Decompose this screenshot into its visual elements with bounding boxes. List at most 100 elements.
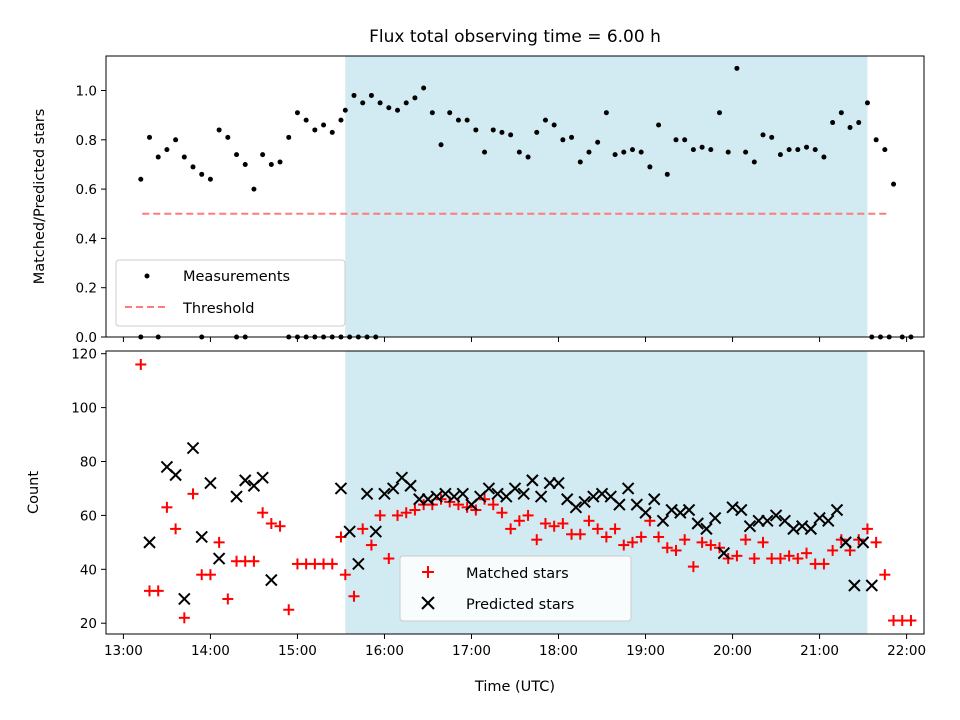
measurement-point	[664, 171, 670, 177]
matched-star-point	[740, 534, 752, 546]
top-legend-box	[115, 259, 346, 327]
bottom-y-axis-label: Count	[26, 471, 42, 514]
predicted-star-point	[482, 482, 496, 495]
matched-star-point	[135, 358, 147, 370]
predicted-star-point	[691, 517, 704, 530]
predicted-star-point	[735, 503, 748, 517]
measurement-point	[804, 144, 810, 150]
matched-star-point	[548, 520, 560, 532]
measurement-point	[856, 120, 862, 126]
matched-star-point	[687, 561, 699, 573]
x-tick-label: 15:00	[278, 643, 317, 659]
matched-star-point	[635, 531, 647, 543]
predicted-star-point	[169, 468, 182, 482]
matched-star-point	[152, 585, 164, 597]
matched-star-point	[792, 553, 804, 565]
measurement-point	[447, 110, 453, 116]
predicted-star-point	[856, 536, 870, 549]
predicted-star-point	[795, 519, 809, 533]
measurement-point	[412, 95, 418, 101]
measurement-point	[760, 132, 766, 138]
matched-star-point	[257, 507, 269, 519]
measurement-point	[242, 161, 248, 167]
matched-star-point	[513, 515, 525, 527]
bottom-y-tick-label: 100	[71, 401, 97, 417]
predicted-star-point	[648, 493, 661, 506]
matched-star-point	[365, 539, 377, 551]
matched-star-point	[283, 604, 295, 616]
measurement-point	[403, 100, 409, 106]
bottom-y-tick-label: 20	[80, 616, 97, 632]
measurement-point	[647, 164, 653, 170]
predicted-star-point	[717, 546, 731, 560]
measurement-point	[847, 124, 853, 130]
measurement-point	[812, 147, 818, 153]
measurement-point	[277, 159, 283, 165]
top-y-tick-label: 1.0	[76, 84, 97, 100]
predicted-star-point	[369, 525, 382, 538]
measurement-point	[830, 120, 836, 126]
matched-star-point	[748, 553, 760, 565]
measurement-point	[155, 154, 161, 160]
predicted-star-point	[360, 487, 374, 501]
predicted-star-point	[848, 579, 861, 592]
measurement-point	[516, 149, 522, 155]
matched-star-point	[705, 539, 717, 551]
x-tick-label: 21:00	[800, 643, 839, 659]
measurement-point	[173, 137, 179, 143]
matched-star-point	[653, 531, 665, 543]
matched-star-point	[400, 507, 412, 519]
measurement-point	[751, 159, 757, 165]
measurement-point	[429, 110, 435, 116]
matched-star-point	[170, 523, 182, 535]
x-tick-label: 20:00	[713, 643, 752, 659]
measurement-point	[560, 137, 566, 143]
measurement-point	[225, 134, 231, 140]
legend-matched-marker	[422, 566, 434, 578]
legend-threshold-label: Threshold	[182, 301, 254, 317]
measurement-point	[303, 117, 309, 123]
legend-predicted-marker	[421, 596, 435, 610]
predicted-star-point	[239, 474, 252, 487]
x-tick-label: 22:00	[887, 643, 926, 659]
measurement-point	[377, 100, 383, 106]
predicted-star-point	[743, 519, 757, 533]
measurement-point	[499, 129, 505, 135]
predicted-star-point	[578, 495, 591, 509]
matched-star-point	[479, 493, 491, 505]
predicted-star-point	[404, 479, 417, 492]
top-y-tick-label: 0.0	[76, 330, 97, 346]
x-axis-label: Time (UTC)	[474, 679, 555, 695]
predicted-star-point	[430, 490, 443, 503]
measurement-point	[190, 164, 196, 170]
matched-star-point	[757, 536, 769, 548]
predicted-star-point	[865, 579, 878, 592]
measurement-point	[312, 127, 318, 133]
matched-star-point	[574, 528, 586, 540]
measurement-point	[873, 137, 879, 143]
measurement-point	[542, 117, 548, 123]
matched-star-point	[661, 542, 673, 554]
predicted-star-point	[352, 557, 365, 571]
measurement-point	[421, 85, 427, 91]
predicted-star-point	[265, 573, 278, 587]
bottom-y-tick-label: 40	[80, 562, 97, 578]
measurement-point	[464, 117, 470, 123]
top-panel: 0.0 0.2 0.4 0.6 0.8 1.0 Flux total observing …	[32, 27, 925, 346]
predicted-star-point	[204, 476, 217, 490]
predicted-star-point	[822, 514, 835, 528]
chart-title: Flux total observing time = 6.00 h	[369, 27, 661, 47]
measurement-point	[864, 100, 870, 106]
predicted-star-point	[195, 530, 208, 544]
measurement-point	[286, 134, 292, 140]
measurement-point	[882, 147, 888, 153]
measurement-point	[234, 152, 240, 158]
top-plot-frame	[105, 55, 925, 338]
bottom-legend: Matched stars Predicted stars	[399, 555, 632, 622]
matched-star-point	[326, 558, 338, 570]
predicted-star-point	[491, 487, 504, 501]
matched-star-point	[679, 534, 691, 546]
predicted-star-point	[534, 490, 548, 503]
measurement-point	[656, 122, 662, 128]
